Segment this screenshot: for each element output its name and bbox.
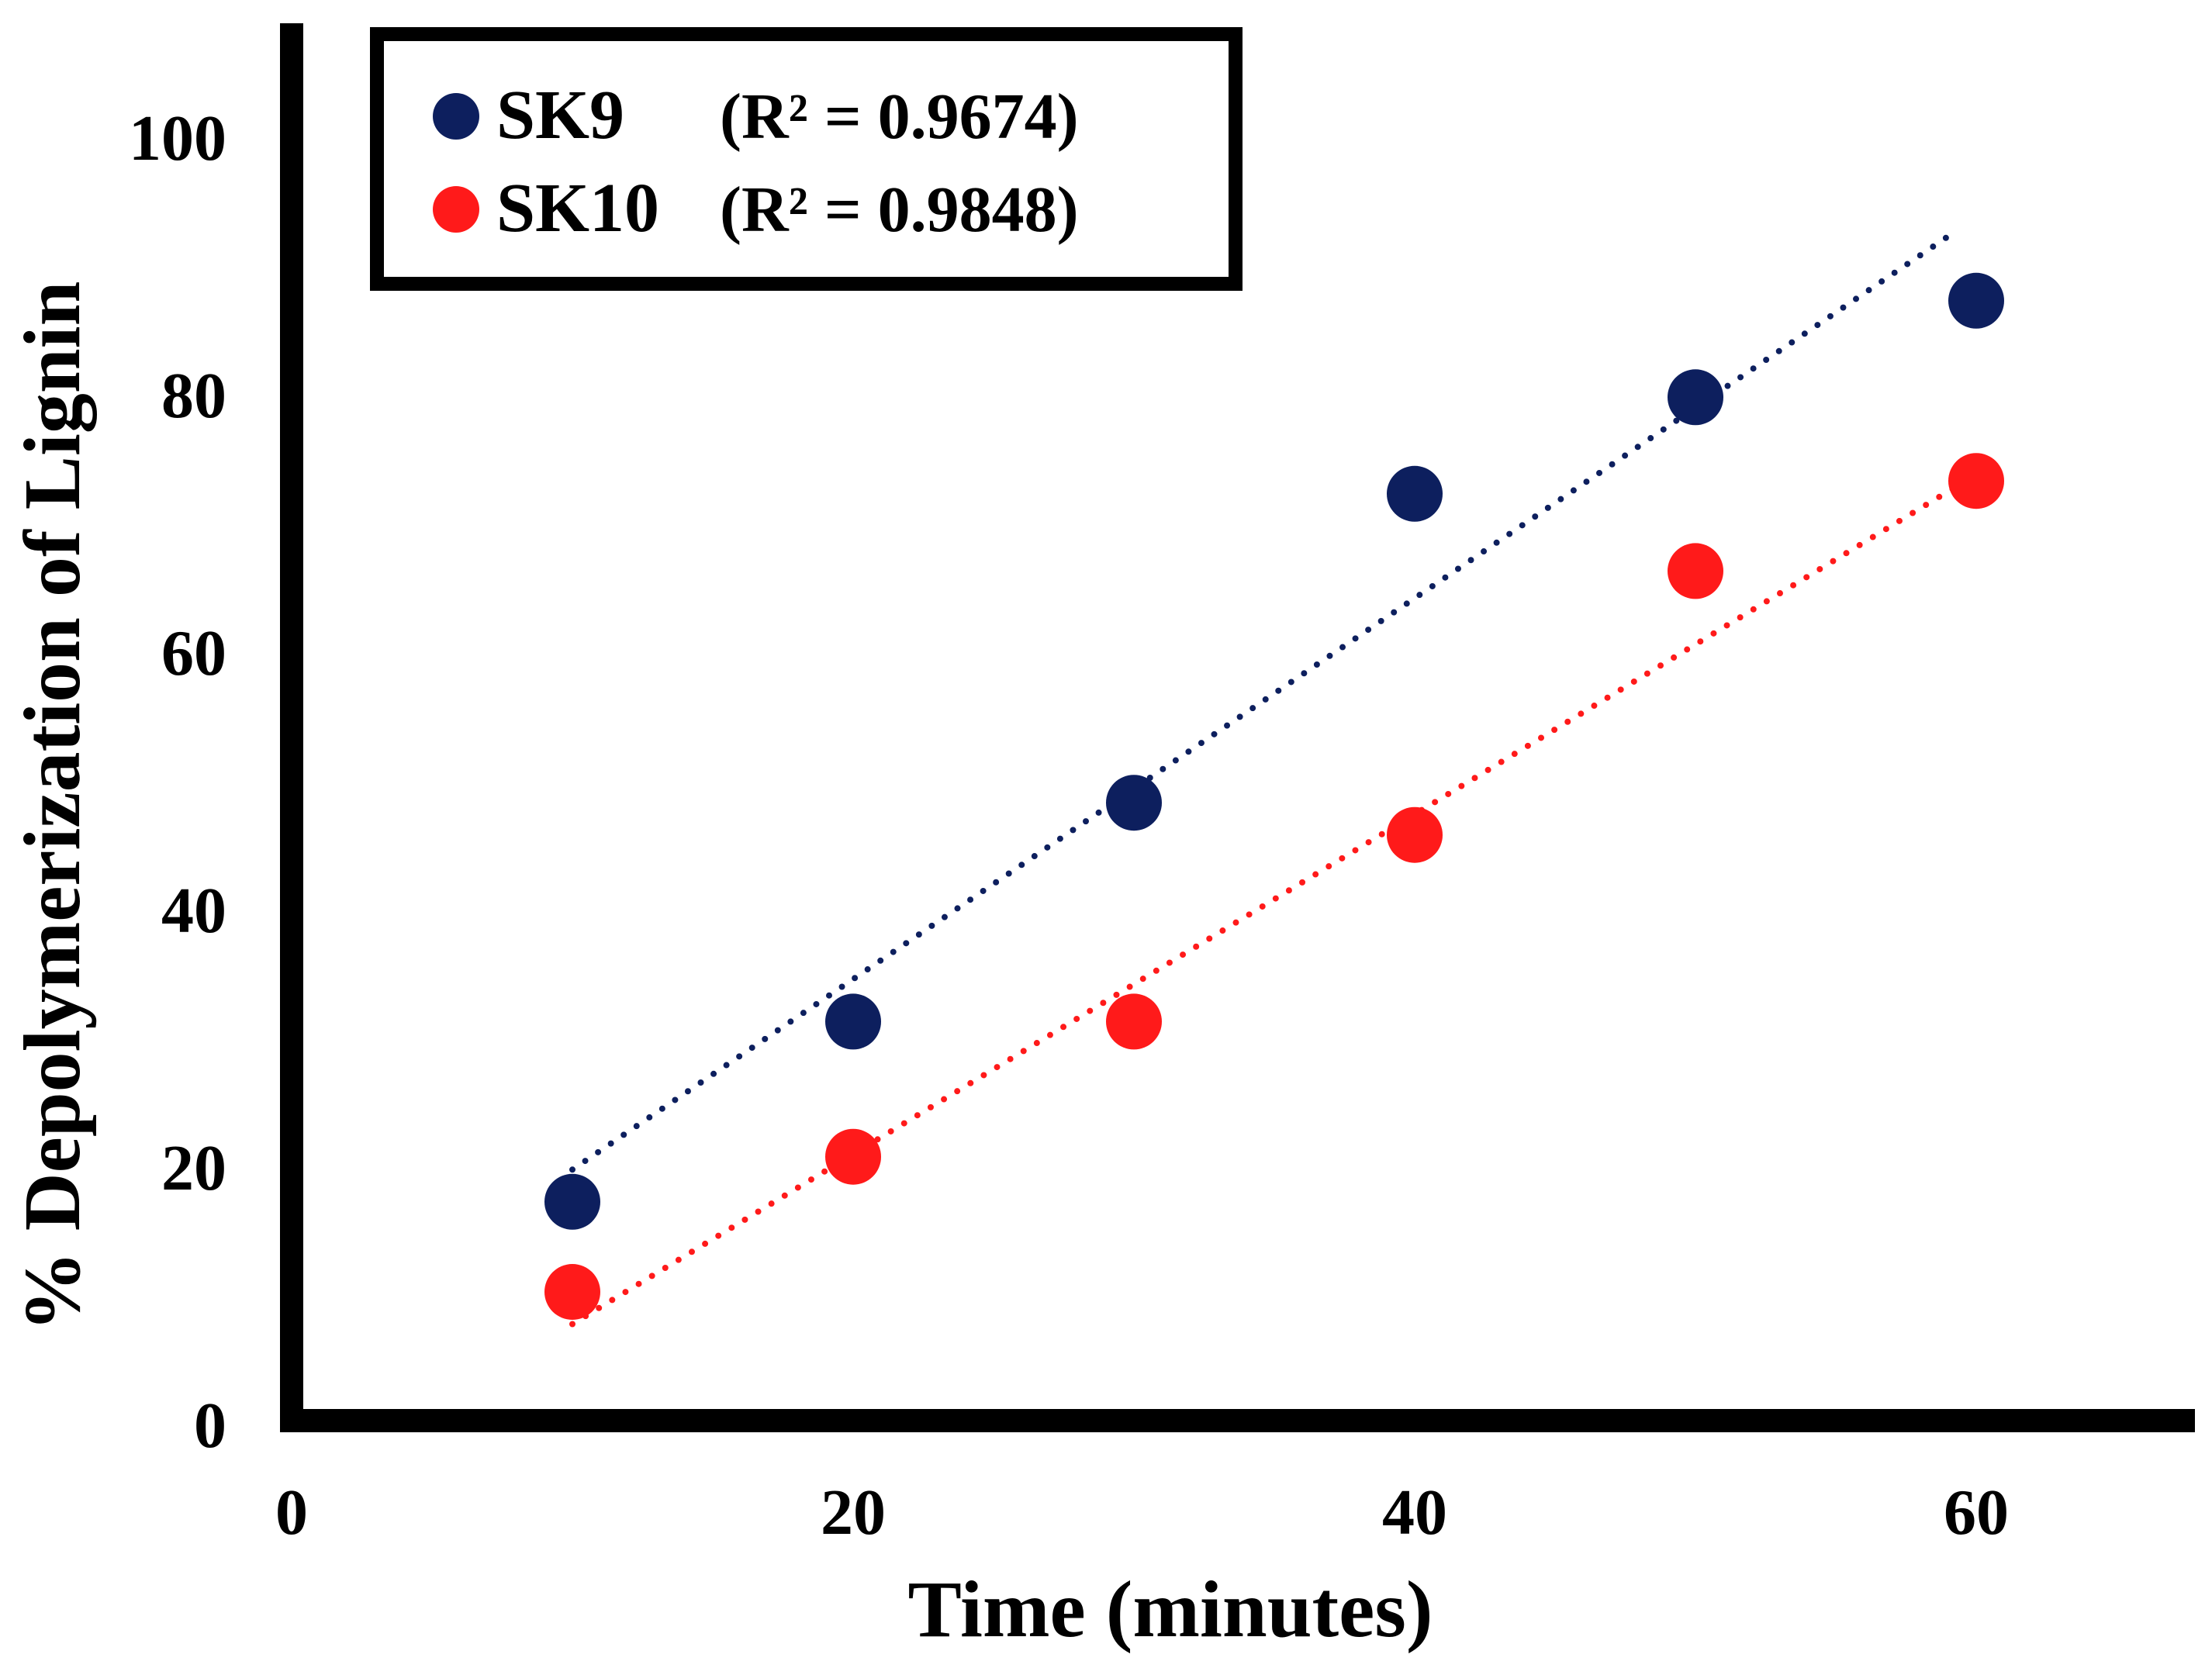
x-tick-label: 0 [275,1476,308,1549]
x-axis-title: Time (minutes) [908,1565,1433,1654]
y-tick-labels: 0 20 40 60 80 100 [129,102,226,1462]
x-tick-labels: 0 20 40 60 [275,1476,2009,1549]
trendlines [569,233,1979,1328]
trendline-sk9 [569,233,1951,1173]
legend-marker-sk9 [433,93,479,140]
data-point-sk10 [544,1264,600,1320]
data-points [544,272,2004,1320]
legend: SK9 (R² = 0.9674) SK10 (R² = 0.9848) [370,27,1243,291]
data-point-sk10 [825,1128,881,1185]
data-point-sk10 [1668,543,1723,599]
legend-marker-sk10 [433,186,479,233]
data-point-sk9 [1668,369,1723,426]
y-tick-label: 100 [129,102,226,174]
x-tick-label: 40 [1382,1476,1447,1549]
legend-r2-sk9: (R² = 0.9674) [720,81,1079,153]
y-axis-title: % Depolymerization of Lignin [8,281,97,1332]
data-point-sk9 [1387,465,1443,522]
y-tick-label: 20 [161,1132,226,1204]
x-tick-label: 20 [821,1476,886,1549]
y-tick-label: 60 [161,617,226,689]
data-point-sk9 [1106,775,1162,831]
legend-r2-sk10: (R² = 0.9848) [720,174,1079,246]
legend-label-sk9: SK9 [496,77,624,154]
data-point-sk10 [1387,806,1443,863]
x-tick-label: 60 [1944,1476,2009,1549]
legend-label-sk10: SK10 [496,170,659,247]
y-tick-label: 40 [161,875,226,947]
data-point-sk10 [1106,993,1162,1050]
y-tick-label: 0 [194,1390,226,1462]
legend-box [370,27,1243,291]
trendline-sk10 [569,471,1979,1328]
data-point-sk9 [1948,272,2004,329]
data-point-sk9 [544,1173,600,1230]
data-point-sk9 [825,993,881,1050]
data-point-sk10 [1948,453,2004,509]
y-tick-label: 80 [161,360,226,432]
